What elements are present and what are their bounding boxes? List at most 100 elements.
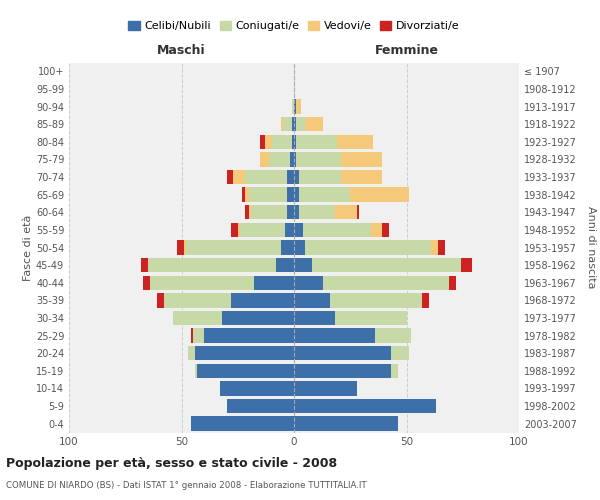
Bar	[173, 311, 222, 325]
Bar	[242, 188, 245, 202]
Bar	[335, 311, 407, 325]
Bar	[422, 293, 429, 308]
Bar	[195, 364, 197, 378]
Bar	[294, 258, 312, 272]
Bar	[238, 222, 240, 237]
Bar	[260, 152, 269, 166]
Bar	[294, 240, 305, 254]
Bar	[461, 258, 472, 272]
Bar	[150, 276, 254, 290]
Bar	[335, 205, 357, 220]
Bar	[191, 328, 193, 343]
Bar	[294, 222, 303, 237]
Bar	[294, 328, 375, 343]
Bar	[220, 381, 294, 396]
Bar	[296, 100, 301, 114]
Bar	[330, 293, 422, 308]
Text: Popolazione per età, sesso e stato civile - 2008: Popolazione per età, sesso e stato civil…	[6, 458, 337, 470]
Bar	[233, 170, 245, 184]
Bar	[276, 258, 294, 272]
Bar	[375, 328, 411, 343]
Bar	[227, 399, 294, 413]
Bar	[296, 134, 337, 149]
Y-axis label: Fasce di età: Fasce di età	[23, 214, 33, 280]
Bar	[269, 152, 290, 166]
Bar	[240, 222, 285, 237]
Bar	[341, 170, 382, 184]
Bar	[294, 134, 296, 149]
Bar	[296, 152, 341, 166]
Bar	[283, 117, 292, 132]
Bar	[357, 205, 359, 220]
Bar	[143, 276, 150, 290]
Bar	[371, 222, 382, 237]
Text: Femmine: Femmine	[374, 44, 439, 57]
Bar	[294, 152, 296, 166]
Bar	[312, 258, 461, 272]
Bar	[341, 152, 382, 166]
Bar	[163, 293, 231, 308]
Bar	[204, 328, 294, 343]
Bar	[231, 293, 294, 308]
Bar	[184, 240, 186, 254]
Bar	[290, 152, 294, 166]
Bar	[193, 328, 204, 343]
Bar	[305, 117, 323, 132]
Bar	[294, 276, 323, 290]
Bar	[254, 276, 294, 290]
Bar	[231, 222, 238, 237]
Bar	[191, 416, 294, 431]
Bar	[294, 100, 296, 114]
Bar	[391, 346, 409, 360]
Bar	[382, 222, 389, 237]
Bar	[299, 170, 341, 184]
Bar	[287, 188, 294, 202]
Bar	[265, 134, 271, 149]
Bar	[303, 222, 371, 237]
Bar	[195, 346, 294, 360]
Bar	[294, 311, 335, 325]
Bar	[186, 240, 281, 254]
Bar	[294, 205, 299, 220]
Y-axis label: Anni di nascita: Anni di nascita	[586, 206, 596, 289]
Bar	[292, 100, 294, 114]
Bar	[350, 188, 409, 202]
Bar	[287, 205, 294, 220]
Bar	[294, 346, 391, 360]
Bar	[271, 134, 292, 149]
Bar	[245, 188, 249, 202]
Bar	[294, 117, 296, 132]
Bar	[292, 134, 294, 149]
Bar	[260, 134, 265, 149]
Bar	[305, 240, 431, 254]
Bar	[449, 276, 456, 290]
Legend: Celibi/Nubili, Coniugati/e, Vedovi/e, Divorziati/e: Celibi/Nubili, Coniugati/e, Vedovi/e, Di…	[124, 16, 464, 36]
Bar	[294, 188, 299, 202]
Bar	[438, 240, 445, 254]
Bar	[299, 188, 350, 202]
Bar	[251, 205, 287, 220]
Bar	[323, 276, 449, 290]
Bar	[222, 311, 294, 325]
Bar	[292, 117, 294, 132]
Bar	[245, 205, 249, 220]
Bar	[294, 170, 299, 184]
Bar	[281, 240, 294, 254]
Bar	[294, 416, 398, 431]
Bar	[188, 346, 195, 360]
Bar	[157, 293, 163, 308]
Text: Maschi: Maschi	[157, 44, 206, 57]
Bar	[177, 240, 184, 254]
Bar	[294, 293, 330, 308]
Bar	[148, 258, 276, 272]
Text: COMUNE DI NIARDO (BS) - Dati ISTAT 1° gennaio 2008 - Elaborazione TUTTITALIA.IT: COMUNE DI NIARDO (BS) - Dati ISTAT 1° ge…	[6, 481, 367, 490]
Bar	[294, 381, 357, 396]
Bar	[299, 205, 335, 220]
Bar	[281, 117, 283, 132]
Bar	[337, 134, 373, 149]
Bar	[249, 205, 251, 220]
Bar	[197, 364, 294, 378]
Bar	[141, 258, 148, 272]
Bar	[294, 364, 391, 378]
Bar	[287, 170, 294, 184]
